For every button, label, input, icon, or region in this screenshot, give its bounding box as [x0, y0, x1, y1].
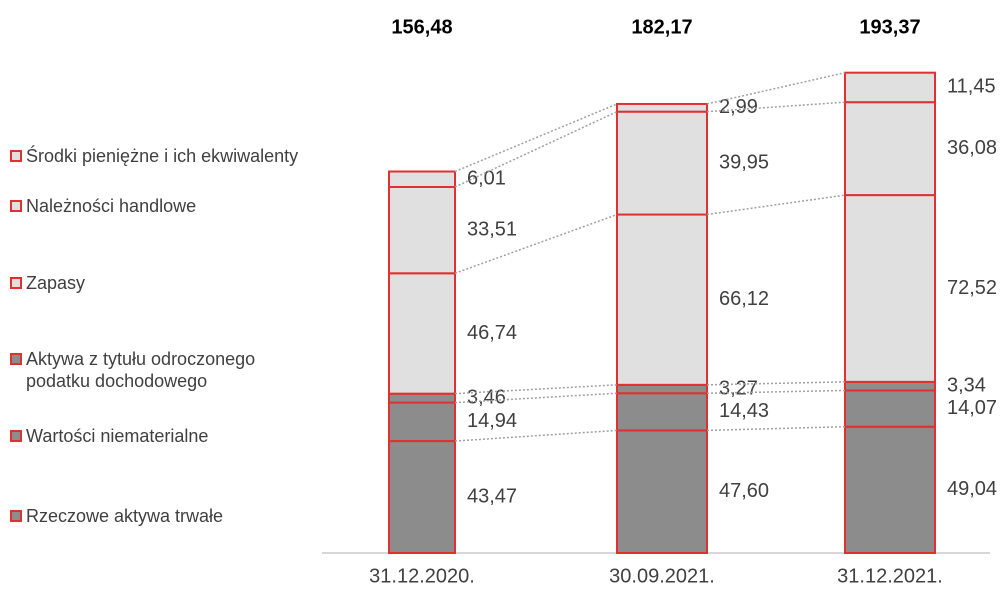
bar-segment [388, 185, 456, 275]
connector [454, 384, 618, 395]
total-label: 156,48 [391, 16, 452, 38]
legend-label: Rzeczowe aktywa trwałe [26, 506, 224, 526]
bar-segment [844, 380, 936, 392]
connector [706, 71, 846, 105]
total-label: 182,17 [631, 16, 692, 38]
connector [454, 110, 618, 188]
legend-swatch [10, 510, 22, 522]
bar-segment [388, 392, 456, 404]
category-label: 31.12.2021. [837, 565, 943, 587]
legend-label: Wartości niematerialne [26, 426, 209, 446]
connector [706, 425, 846, 432]
connector [706, 101, 846, 113]
connector [454, 103, 618, 173]
connector [706, 381, 846, 386]
value-label: 11,45 [947, 76, 996, 98]
value-label: 33,51 [467, 218, 517, 240]
category-label: 30.09.2021. [609, 565, 715, 587]
bar-segment [844, 101, 936, 197]
legend-swatch [10, 150, 22, 162]
bar-segment [844, 389, 936, 428]
legend-swatch [10, 353, 22, 365]
bar-segment [616, 110, 708, 216]
value-label: 47,60 [719, 480, 769, 502]
value-label: 43,47 [467, 485, 517, 507]
bar-segment [616, 213, 708, 386]
legend-swatch [10, 430, 22, 442]
connector [454, 392, 618, 404]
value-label: 66,12 [719, 288, 769, 310]
category-label: 31.12.2020. [369, 565, 475, 587]
legend-item: Rzeczowe aktywa trwałe [10, 505, 310, 527]
value-label: 3,27 [719, 377, 758, 399]
bar-segment [616, 392, 708, 432]
bar-segment [616, 102, 708, 113]
legend-label: Zapasy [26, 273, 86, 293]
total-label: 193,37 [859, 16, 920, 38]
value-label: 3,34 [947, 374, 986, 396]
value-label: 6,01 [467, 168, 506, 190]
legend-item: Zapasy [10, 272, 310, 294]
value-label: 49,04 [947, 478, 997, 500]
bar-segment [616, 429, 708, 554]
legend-swatch [10, 277, 22, 289]
legend-label: Aktywa z tytułu odroczonego podatku doch… [26, 349, 256, 391]
legend-item: Należności handlowe [10, 195, 310, 217]
bar-segment [616, 383, 708, 395]
value-label: 3,46 [467, 386, 506, 408]
bar-segment [388, 401, 456, 443]
value-label: 72,52 [947, 277, 997, 299]
connector [454, 429, 618, 442]
bar-segment [844, 425, 936, 554]
legend-label: Należności handlowe [26, 196, 197, 216]
value-label: 14,94 [467, 410, 517, 432]
connector [454, 213, 618, 274]
bar-segment [844, 194, 936, 383]
value-label: 2,99 [719, 96, 758, 118]
bar-segment [388, 170, 456, 188]
value-label: 14,07 [947, 397, 997, 419]
bar-segment [388, 272, 456, 395]
bar-segment [388, 440, 456, 555]
value-label: 36,08 [947, 137, 997, 159]
bar-segment [844, 71, 936, 104]
value-label: 39,95 [719, 151, 769, 173]
value-label: 14,43 [719, 400, 769, 422]
legend-item: Aktywa z tytułu odroczonego podatku doch… [10, 348, 310, 392]
legend-swatch [10, 200, 22, 212]
value-label: 46,74 [467, 322, 517, 344]
connector [706, 194, 846, 216]
legend-item: Środki pieniężne i ich ekwiwalenty [10, 145, 310, 167]
legend-item: Wartości niematerialne [10, 425, 310, 447]
connector [706, 389, 846, 394]
legend-label: Środki pieniężne i ich ekwiwalenty [26, 146, 299, 166]
